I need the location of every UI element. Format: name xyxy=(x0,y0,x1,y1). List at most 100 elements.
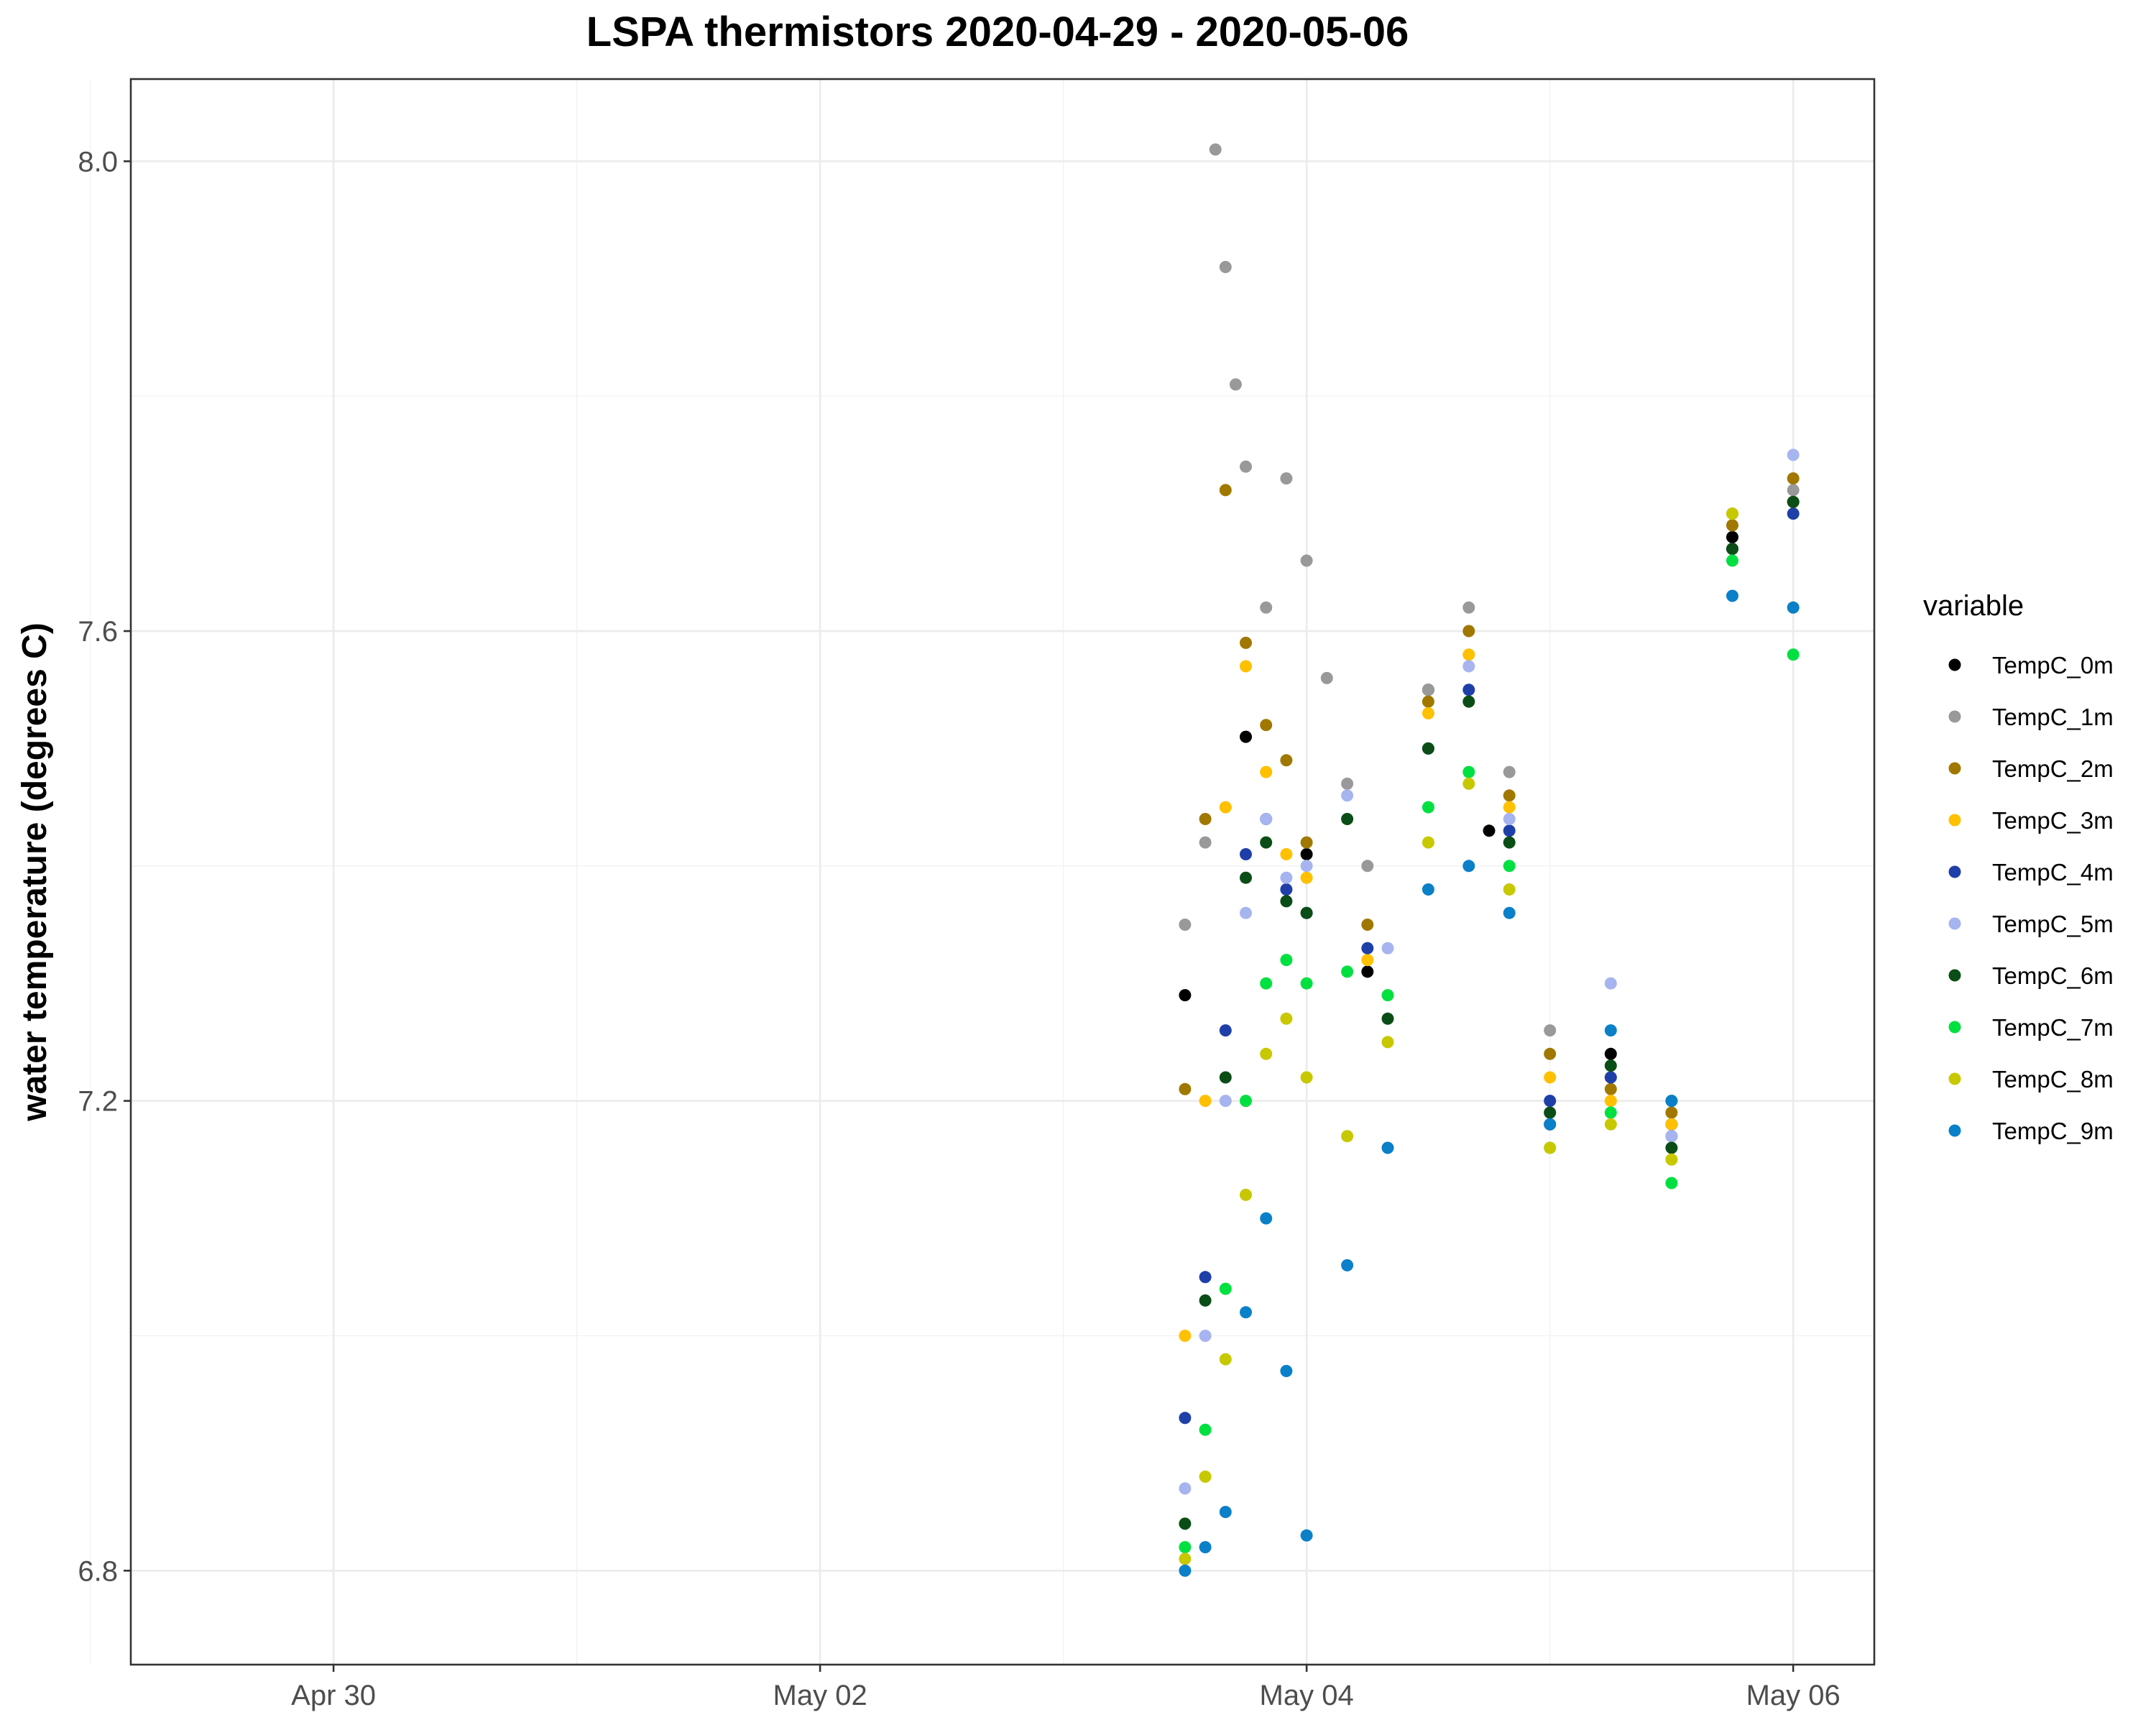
axes: 6.8 7.2 7.6 8.0 Apr 30 May 02 May 04 May 06 xyxy=(78,146,1840,1711)
data-point xyxy=(1179,1541,1192,1554)
data-point xyxy=(1300,836,1313,849)
data-point xyxy=(1361,965,1374,978)
data-point xyxy=(1199,813,1212,825)
y-tick-label: 7.6 xyxy=(78,616,118,648)
data-point xyxy=(1503,836,1516,849)
x-tick-label: May 04 xyxy=(1260,1680,1354,1711)
data-point xyxy=(1544,1118,1557,1131)
data-point xyxy=(1240,906,1252,919)
data-point xyxy=(1462,860,1475,873)
data-point xyxy=(1260,813,1273,825)
data-point xyxy=(1462,648,1475,661)
legend-label: TempC_0m xyxy=(1992,652,2114,678)
data-point xyxy=(1179,1082,1192,1095)
data-point xyxy=(1381,989,1394,1002)
x-tick-label: May 02 xyxy=(773,1680,867,1711)
data-point xyxy=(1726,519,1738,532)
data-point xyxy=(1462,695,1475,708)
data-point xyxy=(1503,813,1516,825)
data-point xyxy=(1280,848,1293,860)
data-point xyxy=(1179,1330,1192,1342)
data-point xyxy=(1341,1130,1354,1143)
data-point xyxy=(1462,660,1475,673)
y-axis-title: water temperature (degrees C) xyxy=(16,622,54,1122)
data-point xyxy=(1462,777,1475,790)
legend-key xyxy=(1948,1021,1961,1034)
data-point xyxy=(1604,1071,1617,1084)
data-point xyxy=(1219,1024,1232,1037)
data-point xyxy=(1462,765,1475,778)
chart-title: LSPA thermistors 2020-04-29 - 2020-05-06 xyxy=(586,9,1409,55)
data-point xyxy=(1787,601,1800,614)
data-point xyxy=(1280,1012,1293,1025)
data-point xyxy=(1341,789,1354,802)
data-point xyxy=(1341,813,1354,825)
data-point xyxy=(1219,1071,1232,1084)
legend: variable TempC_0m TempC_1m TempC_2m TempC_3… xyxy=(1923,590,2114,1144)
data-point xyxy=(1199,1294,1212,1307)
series-TempC_2m xyxy=(1179,472,1800,1119)
data-point xyxy=(1787,448,1800,461)
data-point xyxy=(1260,765,1273,778)
data-point xyxy=(1199,1095,1212,1108)
data-point xyxy=(1179,919,1192,931)
data-point xyxy=(1787,648,1800,661)
data-point xyxy=(1260,977,1273,990)
data-point xyxy=(1462,684,1475,696)
data-point xyxy=(1361,860,1374,873)
data-point xyxy=(1726,507,1738,520)
x-tick-label: Apr 30 xyxy=(291,1680,376,1711)
data-point xyxy=(1422,883,1434,896)
legend-label: TempC_9m xyxy=(1992,1118,2114,1144)
data-point xyxy=(1300,977,1313,990)
data-point xyxy=(1787,484,1800,497)
data-point xyxy=(1361,942,1374,954)
legend-key xyxy=(1948,1072,1961,1085)
data-point xyxy=(1604,977,1617,990)
data-point xyxy=(1381,1141,1394,1154)
data-point xyxy=(1422,684,1434,696)
data-point xyxy=(1219,1282,1232,1295)
legend-key xyxy=(1948,865,1961,878)
legend-label: TempC_2m xyxy=(1992,755,2114,782)
data-point xyxy=(1199,1541,1212,1554)
data-point xyxy=(1665,1153,1678,1166)
data-point xyxy=(1422,836,1434,849)
data-point xyxy=(1260,1212,1273,1225)
data-point xyxy=(1665,1118,1678,1131)
data-point xyxy=(1726,543,1738,556)
data-point xyxy=(1544,1106,1557,1119)
data-point xyxy=(1381,1012,1394,1025)
data-point xyxy=(1483,824,1496,837)
data-point xyxy=(1199,1271,1212,1284)
data-point xyxy=(1199,1423,1212,1436)
data-point xyxy=(1280,883,1293,896)
data-point xyxy=(1260,1047,1273,1060)
data-point xyxy=(1726,530,1738,543)
data-point xyxy=(1503,824,1516,837)
series-TempC_9m xyxy=(1179,589,1800,1577)
data-point xyxy=(1726,589,1738,602)
data-point xyxy=(1361,954,1374,967)
data-point xyxy=(1229,378,1242,391)
data-point xyxy=(1503,765,1516,778)
legend-label: TempC_8m xyxy=(1992,1066,2114,1092)
data-point xyxy=(1219,1353,1232,1366)
data-point xyxy=(1665,1106,1678,1119)
series-TempC_6m xyxy=(1179,495,1800,1530)
data-point xyxy=(1219,1095,1232,1108)
legend-key xyxy=(1948,969,1961,982)
data-point xyxy=(1787,472,1800,485)
legend-key xyxy=(1948,710,1961,723)
y-tick-label: 6.8 xyxy=(78,1555,118,1587)
data-point xyxy=(1665,1130,1678,1143)
data-point xyxy=(1503,789,1516,802)
data-point xyxy=(1422,707,1434,719)
data-point xyxy=(1300,1529,1313,1542)
data-point xyxy=(1179,1564,1192,1577)
data-point xyxy=(1240,1095,1252,1108)
data-point xyxy=(1300,860,1313,873)
data-point xyxy=(1341,1259,1354,1271)
data-point xyxy=(1300,1071,1313,1084)
